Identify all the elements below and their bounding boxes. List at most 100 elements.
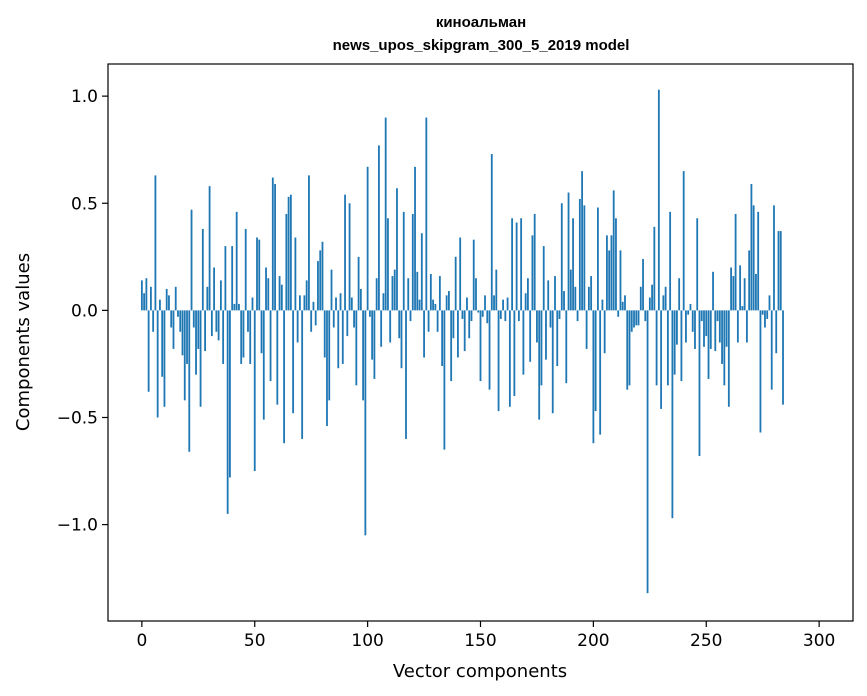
bar [461, 310, 464, 319]
plot-frame [107, 63, 854, 622]
bar [721, 310, 723, 364]
bar [335, 297, 337, 311]
bar [328, 310, 331, 401]
bar [432, 299, 434, 311]
bar [572, 218, 574, 311]
bar [267, 278, 270, 311]
bar [463, 310, 466, 352]
bar [405, 310, 407, 439]
bar [161, 310, 164, 377]
bar [610, 235, 613, 311]
bar [247, 310, 249, 332]
bar [540, 310, 543, 386]
bar [213, 267, 216, 311]
bar [718, 310, 721, 343]
bar [251, 297, 254, 311]
bar [260, 310, 263, 354]
bar [387, 218, 389, 311]
bar [766, 310, 769, 319]
bar [174, 286, 177, 311]
bar [594, 310, 597, 412]
bar [590, 276, 593, 311]
bar [587, 286, 590, 311]
bar [554, 276, 556, 311]
bar [612, 190, 615, 311]
bar [671, 310, 674, 519]
bar [497, 310, 500, 412]
bar [608, 250, 611, 311]
bar [637, 310, 640, 326]
bar [536, 310, 538, 343]
bar [362, 310, 365, 401]
bar [736, 310, 739, 343]
bar [481, 310, 484, 317]
x-tick-label: 300 [803, 631, 835, 651]
bar [407, 278, 410, 311]
bar [630, 310, 633, 332]
x-tick-label: 50 [244, 631, 266, 651]
bar [506, 297, 509, 311]
bar [727, 310, 730, 407]
bar [601, 299, 604, 311]
bar [522, 310, 525, 375]
bar [725, 310, 728, 347]
bar [651, 284, 653, 311]
bar [420, 233, 423, 311]
bar [226, 310, 229, 514]
bar [750, 183, 753, 311]
bar [682, 171, 685, 311]
chart-subtitle: news_upos_skipgram_300_5_2019 model [333, 37, 630, 54]
bar [619, 250, 622, 311]
bar [269, 310, 272, 382]
bar [283, 310, 285, 444]
bar [515, 222, 518, 311]
bar [312, 301, 315, 311]
bar [353, 310, 355, 328]
bar [380, 310, 383, 347]
bar [190, 209, 193, 311]
x-axis-ticks: 0 50 100 150 200 250 300 [136, 621, 835, 651]
bar [235, 211, 238, 311]
bar [459, 237, 462, 311]
bar [183, 310, 186, 401]
bar [411, 213, 414, 311]
bar [470, 310, 473, 322]
bar [366, 166, 369, 311]
bar [486, 310, 489, 324]
bar [698, 310, 701, 457]
bar [678, 278, 681, 311]
bar [378, 145, 380, 311]
bar [545, 310, 547, 360]
bar [427, 310, 430, 332]
bar [425, 117, 428, 311]
bar [745, 310, 748, 343]
bar [294, 237, 297, 311]
bar [755, 273, 757, 311]
bar [662, 295, 665, 311]
bar [709, 310, 712, 349]
bar [642, 258, 644, 311]
y-tick-label: 1.0 [71, 87, 98, 107]
bar [511, 218, 514, 311]
bar [298, 295, 301, 311]
bar [436, 310, 439, 332]
bar [199, 310, 202, 407]
bar [143, 293, 146, 311]
bar [359, 288, 362, 311]
bar [219, 280, 222, 311]
bar [256, 237, 258, 311]
bar [443, 310, 446, 450]
bar [565, 310, 568, 384]
bar [400, 310, 403, 369]
bar [666, 310, 669, 386]
bar [165, 288, 168, 311]
bar [691, 310, 694, 332]
bars-group [140, 89, 784, 594]
bar [660, 310, 663, 409]
bar [768, 295, 771, 311]
bar [357, 256, 360, 311]
bar [479, 310, 482, 382]
bar [159, 299, 161, 311]
bar [752, 205, 755, 311]
bar [520, 218, 523, 311]
